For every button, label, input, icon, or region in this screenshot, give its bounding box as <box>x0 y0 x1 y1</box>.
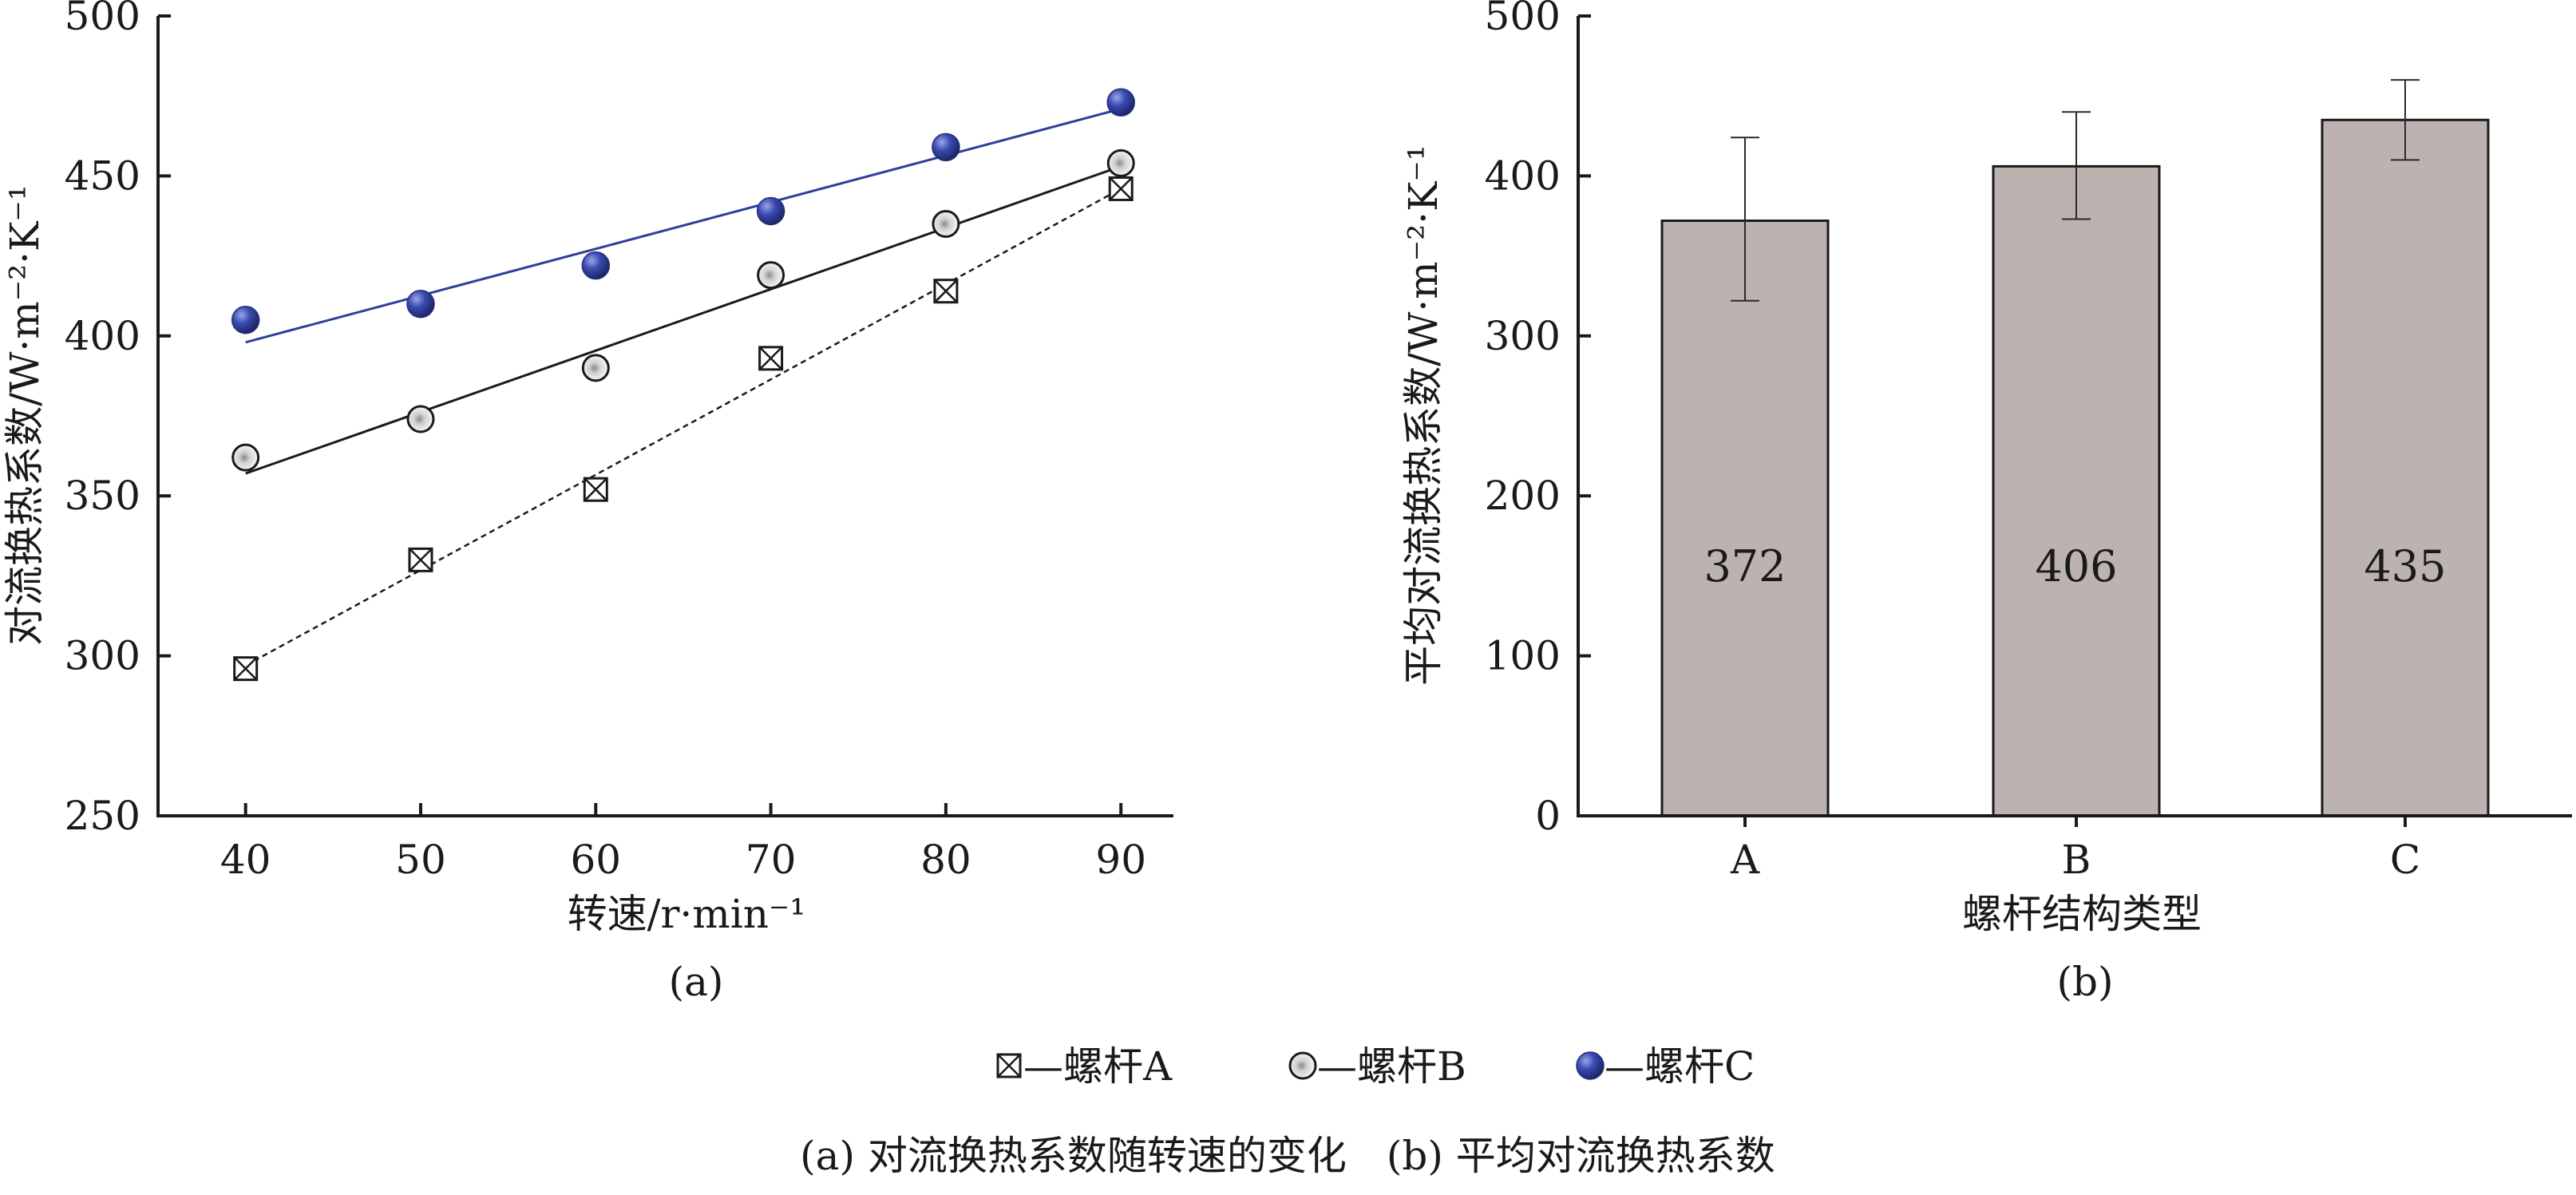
legend-item-a: —螺杆A <box>996 1043 1173 1090</box>
error-bar-A <box>1731 137 1759 302</box>
data-point-series-1 <box>758 346 784 371</box>
data-point-series-2 <box>581 354 610 382</box>
fit-line-series-1 <box>245 188 1122 667</box>
panel-b-bar: 372 406 435 0 100 200 300 400 500 A B C 螺杆结构类型 平均… <box>1400 0 2572 1005</box>
y-tick-label: 500 <box>1485 0 1561 39</box>
panel-b-y-axis-label: 平均对流换热系数/W·m⁻²·K⁻¹ <box>1400 144 1446 686</box>
panel-a-x-ticks: 40 50 60 70 80 90 <box>220 803 1146 883</box>
fit-lines <box>245 107 1122 667</box>
y-tick-label: 300 <box>65 633 140 679</box>
bar-B <box>1992 164 2161 817</box>
panel-b-x-ticks: A B C <box>1730 816 2420 883</box>
y-tick-label: 250 <box>65 793 140 839</box>
panel-a-label: (a) <box>669 959 724 1005</box>
data-point-series-1 <box>233 656 259 682</box>
x-tick-label: A <box>1730 837 1760 883</box>
data-points <box>231 88 1135 682</box>
panel-a-x-axis-label: 转速/r·min⁻¹ <box>568 891 806 937</box>
y-tick-label: 300 <box>1485 313 1561 359</box>
y-tick-label: 400 <box>1485 152 1561 199</box>
legend: —螺杆A —螺杆B —螺杆C <box>996 1043 1755 1090</box>
data-point-series-3 <box>756 196 785 226</box>
legend-item-c: —螺杆C <box>1576 1043 1755 1090</box>
y-tick-label: 0 <box>1535 793 1561 839</box>
y-tick-label: 350 <box>65 473 140 519</box>
bars <box>1660 118 2490 817</box>
x-tick-label: C <box>2390 837 2420 883</box>
data-point-series-1 <box>583 477 608 502</box>
data-point-series-3 <box>932 133 960 162</box>
data-point-series-1 <box>1108 176 1134 201</box>
data-point-series-2 <box>231 443 260 472</box>
data-point-series-2 <box>1106 148 1135 177</box>
panel-b-y-ticks: 0 100 200 300 400 500 <box>1485 0 1591 839</box>
data-point-series-3 <box>406 289 435 319</box>
data-point-series-3 <box>231 306 260 334</box>
boxed-x-marker-icon <box>996 1053 1022 1078</box>
filled-circle-marker-icon <box>1576 1051 1605 1080</box>
legend-label-b: —螺杆B <box>1317 1043 1466 1090</box>
legend-label-c: —螺杆C <box>1605 1043 1755 1090</box>
bar-C <box>2321 118 2490 817</box>
bar-value-label: 406 <box>2035 541 2117 592</box>
data-point-series-2 <box>757 261 785 290</box>
open-circle-marker-icon <box>1288 1051 1317 1080</box>
error-bar-C <box>2391 79 2420 161</box>
x-tick-label: 40 <box>220 837 271 883</box>
x-tick-label: 70 <box>746 837 797 883</box>
figure-caption: (a) 对流换热系数随转速的变化 (b) 平均对流换热系数 <box>800 1133 1775 1179</box>
panel-a-y-ticks: 250 300 350 400 450 500 <box>65 0 171 839</box>
x-tick-label: 80 <box>920 837 971 883</box>
x-tick-label: B <box>2062 837 2091 883</box>
y-tick-label: 500 <box>65 0 140 39</box>
legend-item-b: —螺杆B <box>1288 1043 1466 1090</box>
bar-value-label: 435 <box>2364 541 2446 592</box>
data-point-series-1 <box>933 279 959 304</box>
error-bar-B <box>2062 111 2091 220</box>
bar-value-label: 372 <box>1703 541 1786 592</box>
bar-A <box>1660 220 1830 817</box>
x-tick-label: 60 <box>570 837 621 883</box>
legend-marker-shape <box>996 1053 1022 1078</box>
x-tick-label: 50 <box>395 837 446 883</box>
data-point-series-2 <box>932 210 960 239</box>
y-tick-label: 200 <box>1485 473 1561 519</box>
y-tick-label: 450 <box>65 152 140 199</box>
panel-b-x-axis-label: 螺杆结构类型 <box>1962 891 2202 937</box>
panel-a-scatter: 250 300 350 400 450 500 40 50 60 70 80 90 转速/r·min… <box>2 0 1173 1005</box>
fit-line-series-2 <box>245 164 1122 475</box>
legend-marker-shape <box>1576 1051 1605 1080</box>
fit-line-series-3 <box>245 107 1122 344</box>
panel-a-y-axis-label: 对流换热系数/W·m⁻²·K⁻¹ <box>2 184 48 646</box>
y-tick-label: 400 <box>65 313 140 359</box>
data-point-series-3 <box>1106 88 1135 117</box>
bar-value-labels: 372 406 435 <box>1703 541 2446 592</box>
x-tick-label: 90 <box>1095 837 1146 883</box>
data-point-series-2 <box>406 405 435 433</box>
error-bars <box>1731 79 2420 302</box>
panel-b-label: (b) <box>2056 959 2113 1005</box>
y-tick-label: 100 <box>1485 633 1561 679</box>
data-point-series-3 <box>581 251 611 280</box>
data-point-series-1 <box>408 547 433 572</box>
legend-marker-shape <box>1288 1051 1317 1080</box>
legend-label-a: —螺杆A <box>1023 1043 1173 1090</box>
